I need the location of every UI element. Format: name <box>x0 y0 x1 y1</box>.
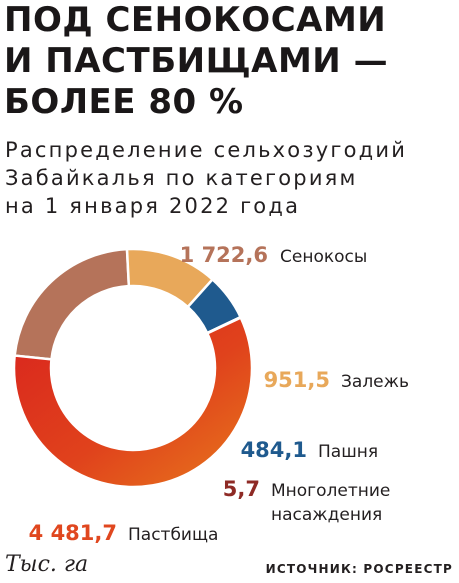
donut-slice-5 <box>12 316 254 489</box>
unit-label: Тыс. га <box>5 552 89 577</box>
value-label-5: 4 481,7 <box>29 521 117 545</box>
value-label-1: 1 722,6 <box>180 243 268 267</box>
donut-slice-1 <box>13 247 131 361</box>
subtitle-line: на 1 января 2022 года <box>5 194 301 218</box>
category-label-3: Пашня <box>318 442 378 462</box>
subtitle-line: Забайкалья по категориям <box>5 166 358 190</box>
category-label-4-line-2: насаждения <box>271 505 382 525</box>
title-line: И ПАСТБИЩАМИ — <box>4 41 389 81</box>
value-label-3: 484,1 <box>241 438 307 462</box>
category-label-1: Сенокосы <box>280 247 367 267</box>
slice-labels: 1 722,6 Сенокосы 951,5 Залежь 484,1 Пашня 5,7 М… <box>29 243 409 545</box>
category-label-5: Пастбища <box>128 525 218 545</box>
category-label-2: Залежь <box>341 372 409 392</box>
value-label-2: 951,5 <box>264 368 330 392</box>
source-label: ИСТОЧНИК: РОСРЕЕСТР <box>265 562 453 576</box>
title-line: БОЛЕЕ 80 % <box>4 82 244 122</box>
chart-subtitle: Распределение сельхозугодий Забайкалья п… <box>5 136 457 220</box>
title-line: ПОД СЕНОКОСАМИ <box>4 0 387 40</box>
chart-title: ПОД СЕНОКОСАМИ И ПАСТБИЩАМИ — БОЛЕЕ 80 % <box>4 0 456 123</box>
category-label-4-line-1: Многолетние <box>271 481 390 501</box>
subtitle-line: Распределение сельхозугодий <box>5 138 408 162</box>
value-label-4: 5,7 <box>223 477 260 501</box>
donut-slices <box>12 247 254 489</box>
